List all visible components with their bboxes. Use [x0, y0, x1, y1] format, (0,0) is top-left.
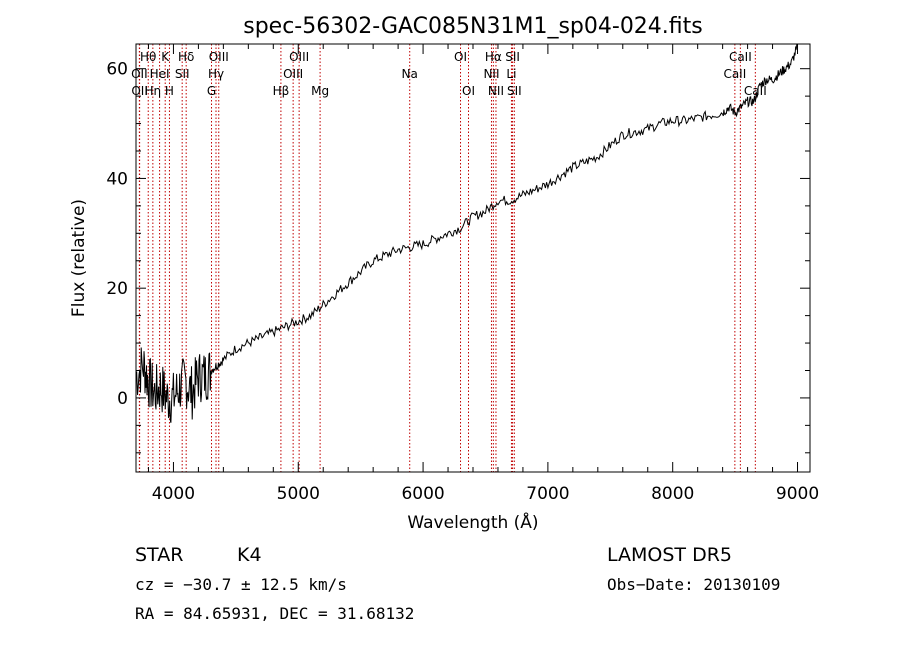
spectral-line-label: SII: [175, 67, 190, 81]
spectral-line-label: H: [165, 84, 174, 98]
survey-name: LAMOST DR5: [607, 544, 732, 566]
spectral-line-label: Hθ: [140, 50, 156, 64]
spectral-line-label: CaII: [729, 50, 752, 64]
spectral-line-label: NII: [488, 84, 504, 98]
spectral-line-label: Hδ: [178, 50, 194, 64]
spectrum-series-line: [135, 43, 798, 423]
spectral-line-label: OI: [454, 50, 467, 64]
x-tick-label: 5000: [277, 484, 320, 504]
x-axis-label: Wavelength (Å): [407, 511, 538, 533]
y-tick-label: 20: [106, 279, 128, 299]
x-tick-label: 8000: [651, 484, 694, 504]
spectral-line-label: OII: [131, 67, 148, 81]
spectral-line-label: OIII: [289, 50, 309, 64]
x-tick-label: 6000: [401, 484, 444, 504]
spectral-line-label: G: [207, 84, 216, 98]
spectral-line-label: OIII: [283, 67, 303, 81]
chart-title: spec-56302-GAC085N31M1_sp04-024.fits: [243, 14, 703, 39]
spectrum-trace: [135, 43, 798, 423]
y-axis: 0 20 40 60: [106, 60, 810, 454]
redshift-cz: cz = −30.7 ± 12.5 km/s: [135, 575, 347, 594]
spectral-line-label: CaII: [744, 84, 767, 98]
object-class: STAR: [135, 544, 183, 566]
coordinates: RA = 84.65931, DEC = 31.68132: [135, 604, 414, 623]
spectral-line-label: Mg: [311, 84, 329, 98]
spectral-line-label: SII: [505, 50, 520, 64]
x-tick-label: 4000: [152, 484, 195, 504]
spectral-line-label: OIII: [209, 50, 229, 64]
spectral-line-label: Hγ: [208, 67, 224, 81]
object-subclass: K4: [237, 544, 262, 566]
spectral-line-label: Hα: [485, 50, 502, 64]
spectral-line-label: Hβ: [273, 84, 290, 98]
spectral-line-label: HeI: [150, 67, 170, 81]
spectral-line-label: OI: [462, 84, 475, 98]
observation-date: Obs−Date: 20130109: [607, 575, 780, 594]
spectral-line-label: OII: [131, 84, 148, 98]
x-tick-label: 7000: [526, 484, 569, 504]
y-axis-label: Flux (relative): [69, 199, 89, 317]
spectral-line-label: K: [161, 50, 170, 64]
plot-frame: [135, 43, 811, 473]
spectral-line-label: Na: [402, 67, 418, 81]
x-tick-label: 9000: [776, 484, 819, 504]
spectral-line-label: CaII: [723, 67, 746, 81]
y-tick-label: 60: [106, 60, 128, 80]
spectral-line-label: Hη: [145, 84, 162, 98]
spectral-line-label: SII: [507, 84, 522, 98]
spectral-line-label: Li: [506, 67, 516, 81]
spectral-line-markers: [138, 44, 756, 472]
x-axis: 4000 5000 6000 7000 8000 9000: [147, 44, 819, 504]
y-tick-label: 0: [117, 389, 128, 409]
y-tick-label: 40: [106, 169, 128, 189]
spectral-line-label: NII: [483, 67, 499, 81]
